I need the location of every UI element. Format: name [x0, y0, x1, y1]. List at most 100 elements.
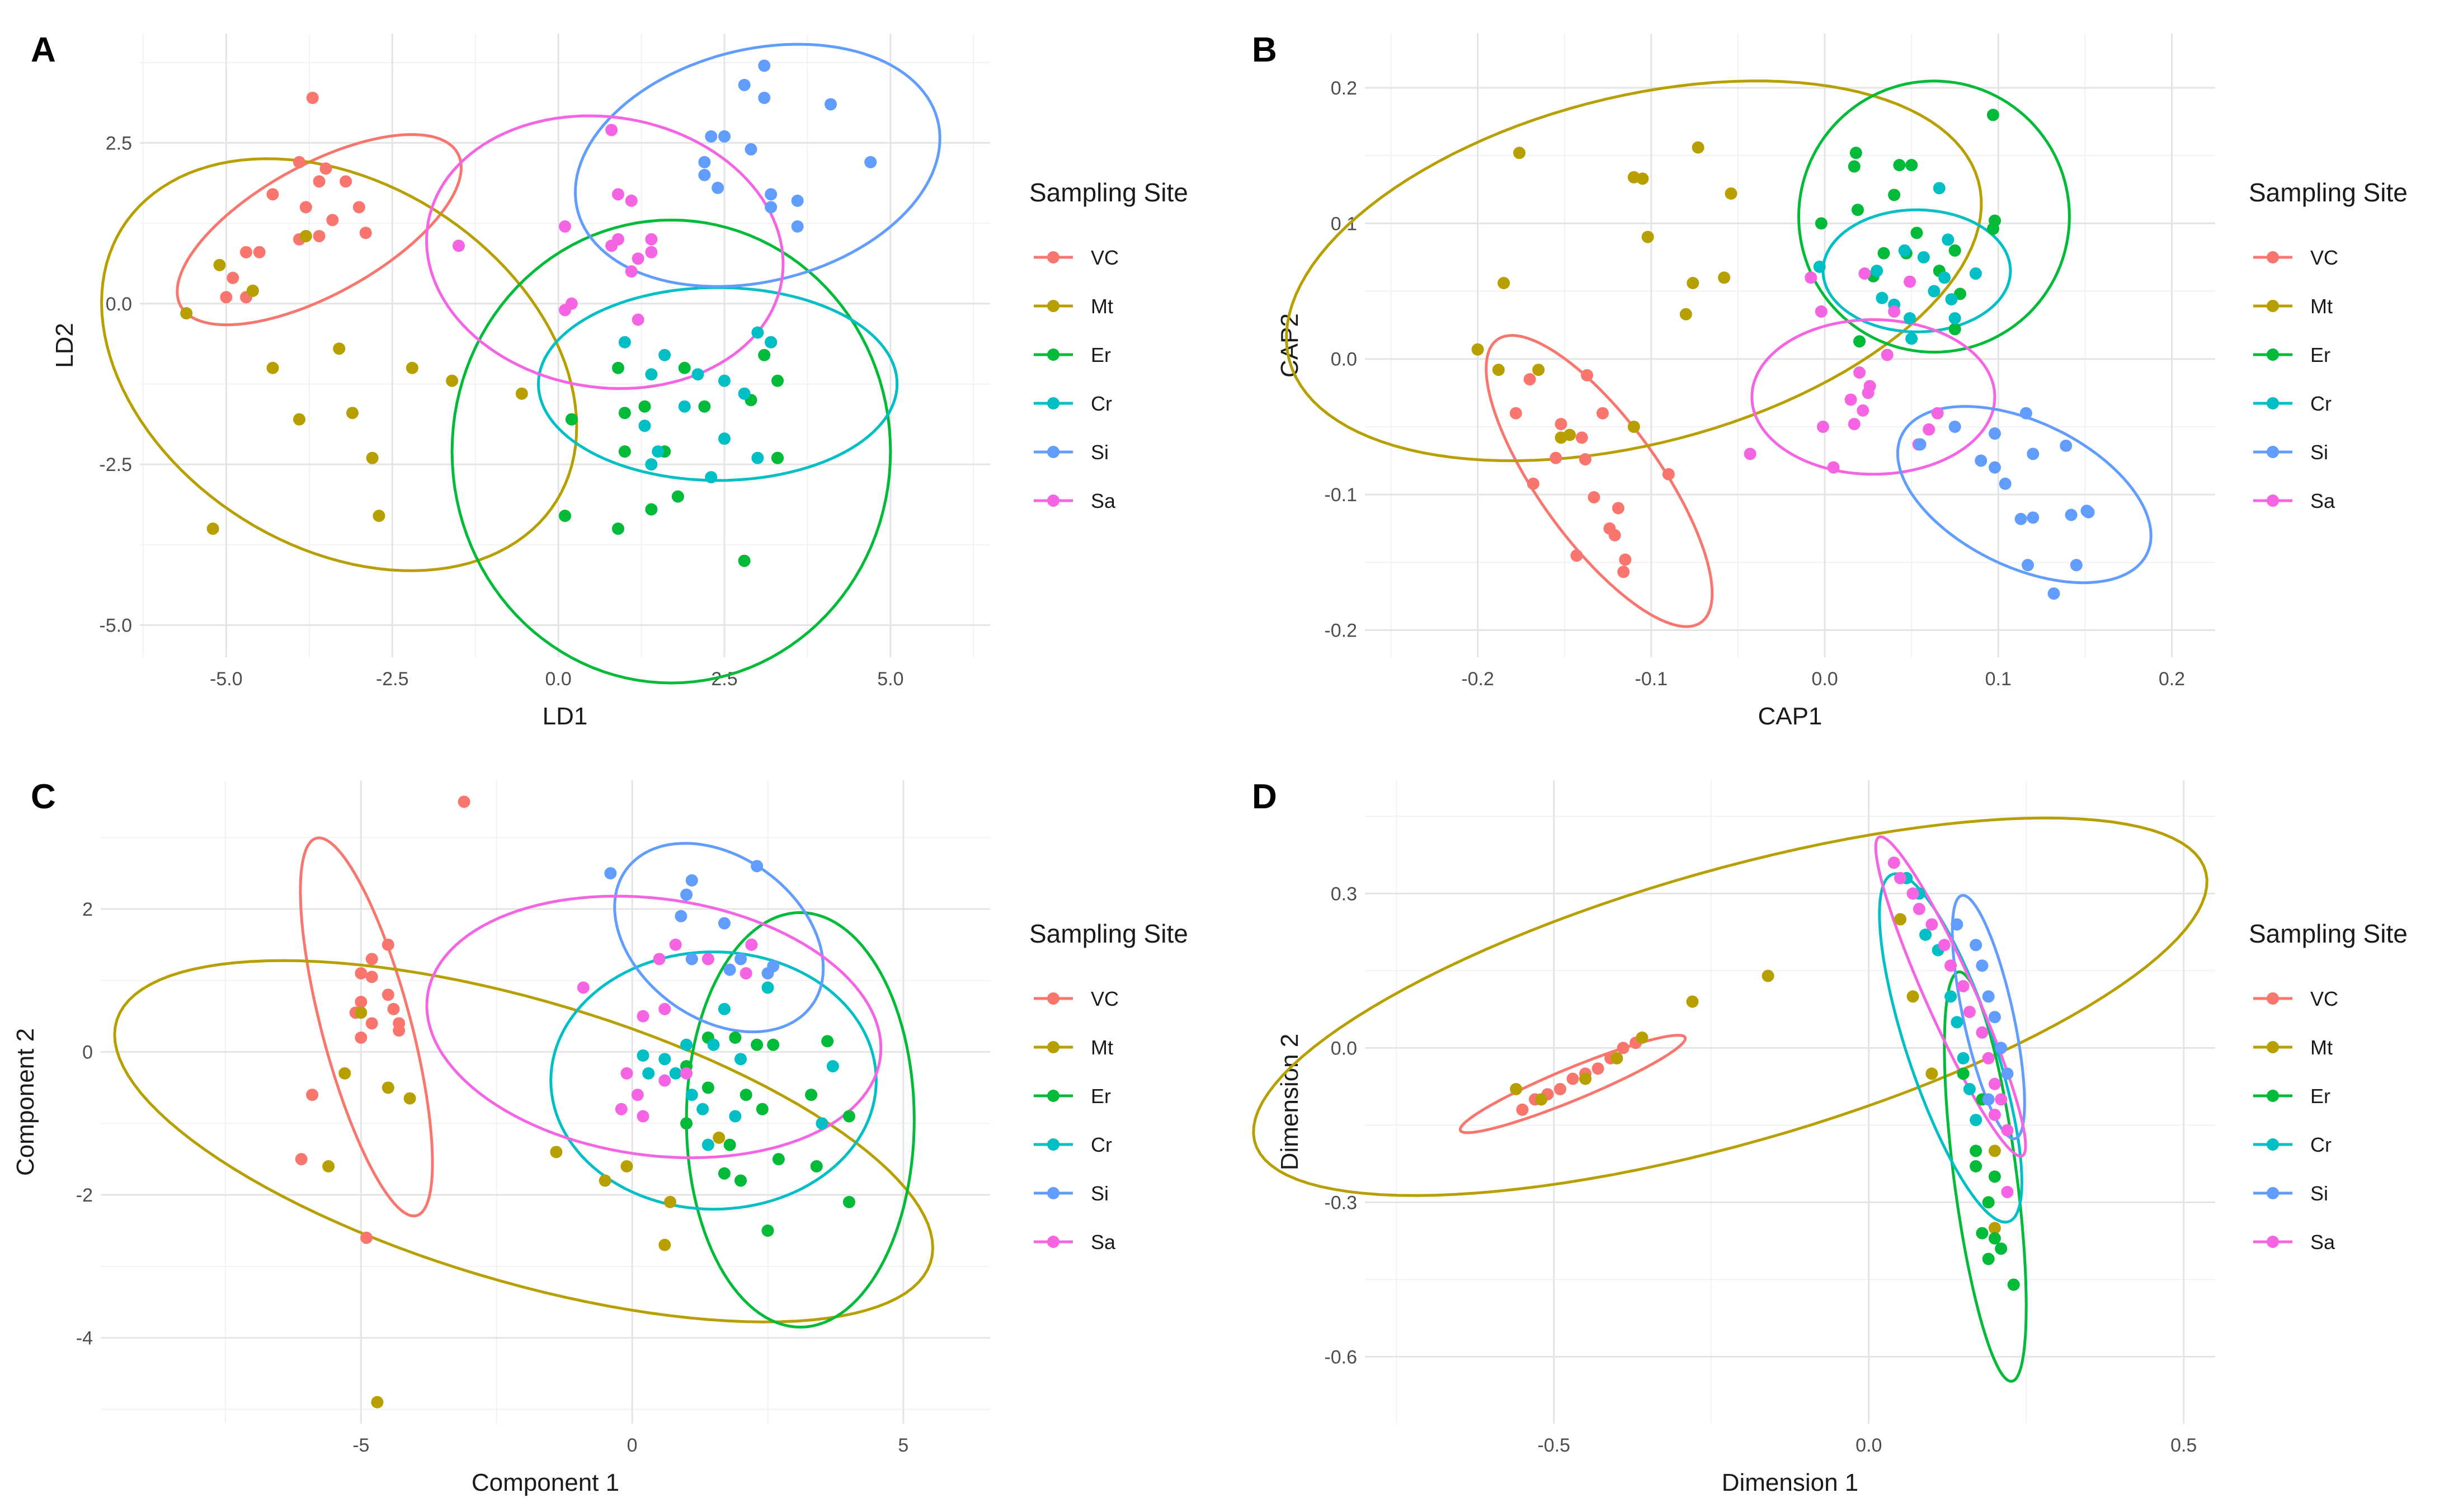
- point-Si: [2027, 511, 2040, 524]
- legend: Sampling Site VC Mt Er Cr Si Sa: [2249, 178, 2408, 512]
- point-VC: [1570, 549, 1583, 562]
- point-Sa: [632, 313, 644, 326]
- point-Er: [740, 1089, 752, 1101]
- point-Sa: [637, 1010, 649, 1023]
- legend-key-point: [1047, 494, 1059, 507]
- point-Cr: [718, 432, 731, 445]
- point-Sa: [1844, 393, 1857, 406]
- y-tick-label: -2.5: [99, 454, 132, 475]
- point-Er: [1893, 159, 1906, 172]
- point-Si: [1914, 438, 1927, 451]
- point-Sa: [1913, 903, 1925, 915]
- legend-key-point: [1047, 446, 1059, 458]
- legend-key-point: [2267, 446, 2279, 458]
- x-tick-label: 5.0: [877, 668, 903, 690]
- point-Er: [565, 413, 578, 426]
- point-Mt: [1610, 1052, 1623, 1064]
- point-Si: [734, 953, 747, 965]
- y-tick-label: 0: [82, 1042, 93, 1063]
- point-Mt: [246, 284, 259, 297]
- y-tick-label: -5.0: [99, 615, 132, 637]
- legend: Sampling Site VC Mt Er Cr Si Sa: [2249, 919, 2408, 1254]
- legend-label-VC: VC: [1091, 987, 1119, 1010]
- point-Si: [685, 953, 698, 965]
- point-Cr: [701, 1138, 714, 1151]
- panel-A: -5.0 -2.5 0.0 2.5 5.0-5.0-2.50.02.5LD1LD2ASa…: [31, 31, 1188, 730]
- point-Cr: [637, 1049, 649, 1062]
- legend-key-point: [2267, 494, 2279, 507]
- point-Si: [751, 860, 764, 873]
- point-Si: [705, 130, 718, 143]
- point-Sa: [559, 304, 571, 317]
- point-Sa: [605, 124, 618, 136]
- point-VC: [382, 938, 394, 951]
- point-Sa: [2001, 1124, 2014, 1137]
- legend-key-point: [1047, 992, 1059, 1005]
- point-Sa: [1881, 348, 1894, 361]
- point-Si: [1982, 990, 1995, 1003]
- point-Cr: [691, 368, 704, 381]
- point-Mt: [1718, 271, 1731, 284]
- point-VC: [355, 1031, 368, 1044]
- point-Sa: [1982, 1052, 1995, 1064]
- y-tick-label: -0.1: [1324, 484, 1357, 506]
- point-Mt: [213, 258, 226, 271]
- point-Sa: [631, 1089, 644, 1101]
- point-Mt: [446, 374, 459, 387]
- point-Cr: [645, 368, 658, 381]
- point-VC: [1579, 453, 1591, 466]
- point-Cr: [642, 1067, 655, 1080]
- legend-key-point: [1047, 1041, 1059, 1053]
- x-tick-label: 0.0: [545, 668, 571, 690]
- point-Si: [2014, 512, 2027, 525]
- point-VC: [360, 1231, 373, 1244]
- point-VC: [227, 271, 239, 284]
- point-Cr: [1938, 271, 1951, 284]
- point-Cr: [1963, 1083, 1976, 1095]
- point-Cr: [696, 1103, 709, 1115]
- ellipse-Mt: [1285, 79, 1983, 463]
- y-axis-title: Component 2: [12, 1028, 39, 1176]
- point-Mt: [1725, 187, 1737, 200]
- point-Si: [1999, 477, 2012, 490]
- y-tick-label: 0.0: [1331, 349, 1357, 370]
- point-Er: [805, 1089, 818, 1101]
- x-tick-label: 5: [898, 1435, 908, 1456]
- point-Er: [1888, 189, 1901, 201]
- panel-letter: C: [31, 778, 56, 816]
- point-VC: [340, 175, 352, 188]
- point-VC: [1596, 407, 1609, 420]
- point-Er: [645, 503, 658, 516]
- point-Cr: [1876, 291, 1889, 304]
- point-Sa: [625, 194, 638, 207]
- point-Sa: [1853, 366, 1866, 379]
- panel-C: -5 0 5 -4 -2 0 2 Component 1 Component 2 C Samplin…: [12, 778, 1188, 1496]
- point-VC: [1550, 451, 1562, 464]
- point-VC: [393, 1017, 406, 1030]
- point-VC: [1554, 1083, 1567, 1095]
- point-Si: [738, 78, 751, 91]
- legend-label-Sa: Sa: [1091, 1231, 1116, 1254]
- legend-label-Mt: Mt: [1091, 295, 1113, 318]
- x-axis-title: LD1: [543, 703, 588, 730]
- point-Mt: [366, 451, 379, 464]
- x-tick-label: 0.5: [2170, 1435, 2197, 1456]
- point-Er: [612, 522, 624, 535]
- point-Cr: [1933, 182, 1946, 195]
- legend-label-Sa: Sa: [2310, 489, 2335, 512]
- y-tick-label: 0.1: [1331, 213, 1357, 234]
- ellipse-Sa: [425, 114, 785, 390]
- point-Cr: [658, 1053, 671, 1066]
- point-Si: [685, 874, 698, 887]
- point-Cr: [1917, 251, 1930, 263]
- point-Mt: [515, 387, 528, 400]
- point-Sa: [1906, 887, 1919, 900]
- point-Cr: [1928, 285, 1941, 298]
- point-Cr: [1945, 293, 1958, 306]
- point-Er: [1982, 1252, 1995, 1265]
- ellipse-Er: [450, 218, 892, 685]
- point-Cr: [738, 387, 751, 400]
- legend-title: Sampling Site: [1029, 919, 1188, 948]
- point-Si: [1988, 1011, 2001, 1024]
- y-tick-label: -4: [76, 1328, 93, 1349]
